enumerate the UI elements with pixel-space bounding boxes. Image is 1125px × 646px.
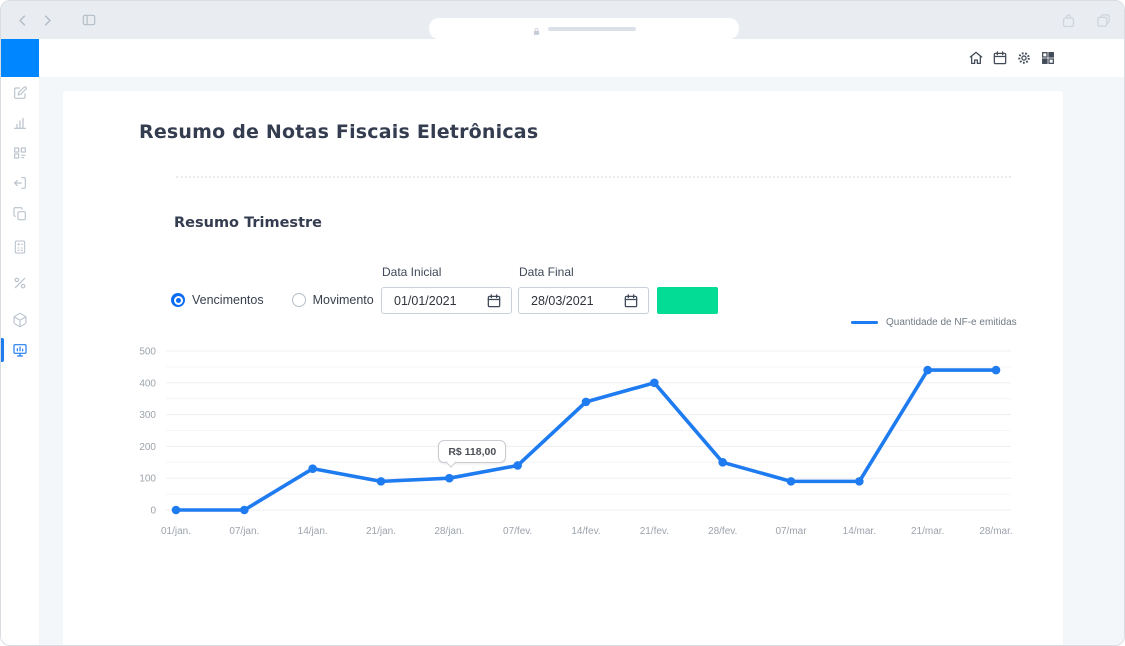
sidebar-item-bar-chart-icon[interactable] xyxy=(12,115,28,131)
svg-text:14/mar.: 14/mar. xyxy=(843,526,876,537)
tabs-icon[interactable] xyxy=(1095,12,1112,29)
calendar-icon[interactable] xyxy=(623,293,639,309)
address-bar[interactable] xyxy=(429,18,739,39)
filter-radio-group: Vencimentos Movimento xyxy=(171,293,374,307)
svg-text:28/fev.: 28/fev. xyxy=(708,526,737,537)
radio-movimento[interactable]: Movimento xyxy=(291,293,374,307)
svg-text:400: 400 xyxy=(139,378,156,389)
sidebar-item-copy-icon[interactable] xyxy=(12,206,28,222)
app-header xyxy=(1,39,1124,77)
start-date-label: Data Inicial xyxy=(382,265,442,279)
chart-tooltip: R$ 118,00 xyxy=(438,440,507,464)
svg-text:21/fev.: 21/fev. xyxy=(640,526,669,537)
dotted-separator xyxy=(176,176,1011,178)
radio-movimento-label: Movimento xyxy=(312,293,374,307)
sidebar-item-cube-icon[interactable] xyxy=(12,312,28,328)
content-card: Resumo de Notas Fiscais Eletrônicas Resu… xyxy=(63,91,1063,645)
svg-text:21/jan.: 21/jan. xyxy=(366,526,396,537)
apply-button[interactable] xyxy=(657,287,718,314)
back-chevron-icon[interactable] xyxy=(15,13,30,28)
svg-text:28/jan.: 28/jan. xyxy=(434,526,464,537)
sidebar-toggle-icon[interactable] xyxy=(81,12,97,28)
page-title: Resumo de Notas Fiscais Eletrônicas xyxy=(139,121,539,143)
browser-chrome xyxy=(1,1,1124,39)
sidebar-item-calculator-icon[interactable] xyxy=(12,239,28,255)
svg-text:300: 300 xyxy=(139,410,156,421)
forward-chevron-icon[interactable] xyxy=(40,13,55,28)
chart-legend: Quantidade de NF-e emitidas xyxy=(851,317,1017,328)
apps-grid-icon[interactable] xyxy=(1039,50,1056,67)
svg-text:500: 500 xyxy=(139,347,156,358)
svg-text:01/jan.: 01/jan. xyxy=(161,526,191,537)
svg-text:0: 0 xyxy=(150,506,156,517)
lock-icon xyxy=(532,23,541,35)
start-date-field xyxy=(381,287,512,314)
section-title: Resumo Trimestre xyxy=(174,215,322,231)
sidebar-item-percent-icon[interactable] xyxy=(12,275,28,291)
sidebar-active-indicator xyxy=(1,338,4,362)
start-date-input[interactable] xyxy=(394,293,486,308)
svg-text:100: 100 xyxy=(139,474,156,485)
radio-selected-icon xyxy=(171,293,185,307)
legend-label: Quantidade de NF-e emitidas xyxy=(886,317,1017,328)
sidebar-item-edit-icon[interactable] xyxy=(12,85,28,101)
line-chart-canvas[interactable]: 0 100 200 300 400 500 01/jan. 07/jan. 14/jan. 21/… xyxy=(63,341,1063,556)
gear-icon[interactable] xyxy=(1015,50,1032,67)
radio-vencimentos[interactable]: Vencimentos xyxy=(171,293,264,307)
radio-unselected-icon xyxy=(291,293,306,307)
svg-text:200: 200 xyxy=(139,442,156,453)
svg-text:14/jan.: 14/jan. xyxy=(298,526,328,537)
app-body: Resumo de Notas Fiscais Eletrônicas Resu… xyxy=(1,77,1124,645)
svg-text:14/fev.: 14/fev. xyxy=(571,526,600,537)
svg-text:28/mar.: 28/mar. xyxy=(979,526,1012,537)
line-chart: 0 100 200 300 400 500 01/jan. 07/jan. 14/jan. 21/… xyxy=(63,341,1063,556)
home-icon[interactable] xyxy=(967,50,984,67)
svg-text:07/fev.: 07/fev. xyxy=(503,526,532,537)
radio-vencimentos-label: Vencimentos xyxy=(192,293,264,307)
sidebar-item-logout-icon[interactable] xyxy=(12,175,28,191)
calendar-icon[interactable] xyxy=(486,293,502,309)
sidebar xyxy=(1,77,39,645)
svg-text:07/mar: 07/mar xyxy=(775,526,807,537)
legend-line-swatch xyxy=(851,320,878,325)
end-date-input[interactable] xyxy=(531,293,623,308)
app-logo[interactable] xyxy=(1,39,39,77)
svg-text:07/jan.: 07/jan. xyxy=(229,526,259,537)
sidebar-item-presentation-icon[interactable] xyxy=(12,342,28,358)
svg-text:21/mar.: 21/mar. xyxy=(911,526,944,537)
sidebar-item-grid-list-icon[interactable] xyxy=(12,145,28,161)
end-date-field xyxy=(518,287,649,314)
calendar-icon[interactable] xyxy=(991,50,1008,67)
end-date-label: Data Final xyxy=(519,265,574,279)
share-icon[interactable] xyxy=(1060,12,1077,29)
url-redacted-bar xyxy=(548,26,636,31)
